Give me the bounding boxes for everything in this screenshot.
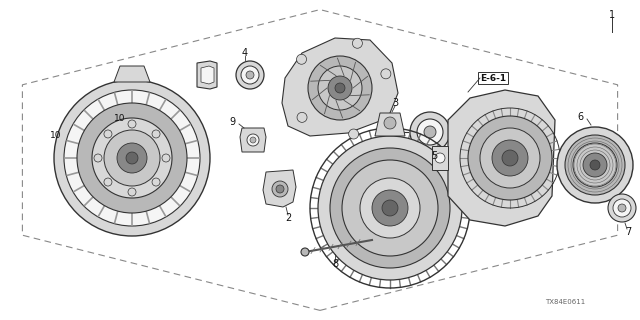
Circle shape — [565, 135, 625, 195]
Circle shape — [276, 185, 284, 193]
Circle shape — [424, 126, 436, 138]
Polygon shape — [240, 128, 266, 152]
Circle shape — [241, 66, 259, 84]
Circle shape — [272, 181, 288, 197]
Circle shape — [297, 112, 307, 122]
Text: 3: 3 — [392, 98, 398, 108]
Circle shape — [318, 136, 462, 280]
Circle shape — [330, 148, 450, 268]
Circle shape — [64, 131, 72, 139]
Circle shape — [349, 129, 358, 139]
Circle shape — [64, 90, 200, 226]
Circle shape — [94, 154, 102, 162]
Circle shape — [583, 153, 607, 177]
Circle shape — [342, 160, 438, 256]
Circle shape — [468, 116, 552, 200]
Circle shape — [128, 120, 136, 128]
Polygon shape — [201, 66, 214, 84]
Text: E-6-1: E-6-1 — [480, 74, 506, 83]
Circle shape — [590, 160, 600, 170]
Circle shape — [250, 137, 256, 143]
Circle shape — [247, 134, 259, 146]
Circle shape — [152, 130, 160, 138]
Circle shape — [126, 152, 138, 164]
Polygon shape — [375, 113, 405, 136]
Circle shape — [372, 190, 408, 226]
Circle shape — [410, 112, 450, 152]
Circle shape — [618, 204, 626, 212]
Circle shape — [613, 199, 631, 217]
Circle shape — [502, 150, 518, 166]
Text: 1: 1 — [609, 10, 615, 20]
Text: 10: 10 — [114, 114, 125, 123]
Polygon shape — [432, 146, 448, 170]
Text: 10: 10 — [51, 131, 61, 140]
Circle shape — [77, 103, 187, 213]
Circle shape — [384, 117, 396, 129]
Polygon shape — [282, 38, 398, 136]
Circle shape — [382, 200, 398, 216]
Circle shape — [435, 153, 445, 163]
Circle shape — [152, 178, 160, 186]
Text: TX84E0611: TX84E0611 — [545, 299, 585, 305]
Text: 9: 9 — [229, 117, 235, 127]
Polygon shape — [78, 105, 103, 130]
Circle shape — [236, 61, 264, 89]
Circle shape — [92, 118, 172, 198]
Circle shape — [246, 71, 254, 79]
Text: 6: 6 — [577, 112, 583, 122]
Circle shape — [104, 130, 112, 138]
Circle shape — [54, 80, 210, 236]
Circle shape — [104, 178, 112, 186]
Polygon shape — [263, 170, 296, 207]
Circle shape — [381, 69, 391, 79]
Circle shape — [318, 66, 362, 110]
Text: 8: 8 — [332, 259, 338, 269]
Circle shape — [573, 143, 617, 187]
Circle shape — [417, 119, 443, 145]
Circle shape — [162, 154, 170, 162]
Circle shape — [60, 127, 76, 143]
Circle shape — [296, 54, 307, 64]
Polygon shape — [197, 61, 217, 89]
Circle shape — [301, 248, 309, 256]
Circle shape — [492, 140, 528, 176]
Text: 5: 5 — [431, 151, 437, 161]
Circle shape — [328, 76, 352, 100]
Text: 2: 2 — [285, 213, 291, 223]
Text: 4: 4 — [242, 48, 248, 58]
Circle shape — [104, 130, 160, 186]
Circle shape — [128, 188, 136, 196]
Circle shape — [360, 178, 420, 238]
Circle shape — [76, 143, 90, 157]
Circle shape — [117, 143, 147, 173]
Circle shape — [335, 83, 345, 93]
Circle shape — [88, 113, 98, 123]
Polygon shape — [448, 90, 555, 226]
Polygon shape — [114, 66, 150, 82]
Text: 7: 7 — [625, 227, 631, 237]
Circle shape — [480, 128, 540, 188]
Circle shape — [308, 56, 372, 120]
Circle shape — [608, 194, 636, 222]
Circle shape — [80, 147, 86, 153]
Circle shape — [353, 38, 362, 48]
Circle shape — [557, 127, 633, 203]
